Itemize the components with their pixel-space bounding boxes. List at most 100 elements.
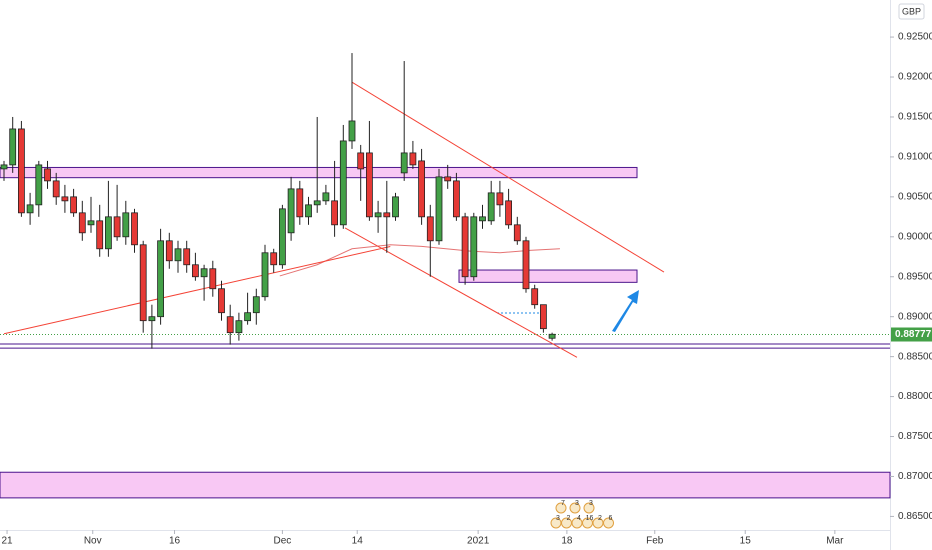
candle-body [252, 296, 260, 314]
event-count: 4 [577, 515, 581, 522]
candle-body [139, 244, 147, 322]
candle-body [278, 208, 286, 266]
x-tick-label: 2021 [467, 536, 490, 547]
event-count: 3 [589, 500, 593, 507]
candle-body [96, 220, 104, 250]
y-tick-label: 0.89500 [898, 271, 932, 282]
candle-body [505, 200, 512, 226]
candle-body [374, 212, 382, 218]
candle-body [461, 216, 469, 278]
x-tick-label: 14 [352, 536, 364, 547]
event-icon [555, 502, 567, 514]
candle-body [244, 312, 251, 322]
candle-body [174, 248, 182, 262]
trendline [3, 245, 391, 335]
y-tick-label: 0.86500 [898, 511, 932, 522]
event-icon [569, 502, 581, 514]
candle-body [87, 220, 95, 226]
candle-body [113, 216, 121, 238]
y-tick-label: 0.88500 [898, 351, 932, 362]
candle-body [131, 212, 138, 246]
candle-body [70, 196, 78, 214]
event-count: 16 [586, 515, 594, 522]
candle-body [61, 196, 69, 202]
currency-badge[interactable] [898, 3, 925, 20]
candle-body [218, 288, 225, 314]
candle-body [44, 168, 51, 182]
y-tick-label: 0.92000 [898, 72, 932, 83]
candle-body [435, 176, 443, 242]
candle-body [35, 164, 43, 206]
candle-body [409, 152, 417, 166]
candle-body [339, 140, 347, 226]
x-tick-label: 16 [169, 536, 181, 547]
candle-body [26, 204, 34, 214]
last-price-label: 0.88777 [895, 329, 932, 340]
candle-body [200, 268, 208, 278]
y-tick-label: 0.91000 [898, 152, 932, 163]
event-count: 6 [609, 515, 613, 522]
event-icon [583, 502, 595, 514]
candle-body [313, 200, 321, 206]
candle-body [0, 164, 8, 170]
event-count: 2 [598, 515, 602, 522]
candle-body [122, 212, 130, 238]
candle-body [9, 128, 17, 166]
candle-body [348, 120, 356, 142]
candle-body [287, 188, 295, 234]
x-tick-label: Dec [274, 536, 292, 547]
candle-body [452, 180, 460, 218]
candle-body [496, 192, 504, 206]
candle-body [165, 240, 173, 262]
candle-body [548, 333, 556, 339]
candle-body [400, 152, 408, 174]
x-tick-label: 21 [1, 536, 13, 547]
candle-body [470, 216, 478, 278]
candle-body [392, 196, 399, 218]
y-tick-label: 0.90000 [898, 231, 932, 242]
candle-body [209, 268, 217, 290]
currency: GBP [902, 6, 921, 16]
event-count: 2 [567, 515, 571, 522]
candle-body [148, 316, 156, 322]
x-tick-label: Nov [84, 536, 102, 547]
candle-body [331, 200, 338, 226]
event-icon [603, 517, 614, 529]
candle-body [261, 252, 269, 298]
candle-body [539, 304, 547, 330]
candle-body [418, 160, 425, 218]
y-tick-label: 0.87500 [898, 431, 932, 442]
y-tick-label: 0.88000 [898, 391, 932, 402]
candle-body [426, 216, 434, 242]
x-tick-label: Feb [646, 536, 664, 547]
candle-body [444, 176, 452, 182]
candle-body [270, 252, 278, 266]
candle-body [513, 224, 521, 242]
y-tick-label: 0.89000 [898, 311, 932, 322]
arrow-up [612, 290, 639, 332]
candle-body [183, 248, 191, 266]
candle-body [105, 216, 112, 250]
candle-body [357, 152, 365, 170]
candle-body [226, 316, 234, 334]
y-tick-label: 0.91500 [898, 112, 932, 123]
zone [458, 269, 638, 283]
candle-body [305, 204, 312, 218]
x-tick-label: Mar [826, 536, 844, 547]
candle-body [157, 240, 165, 318]
candle-body [235, 320, 243, 334]
event-count: 3 [556, 515, 560, 522]
last-price-box [891, 327, 932, 342]
x-tick-label: 18 [561, 536, 573, 547]
event-count: 3 [575, 500, 579, 507]
candle-body [383, 212, 391, 218]
y-tick-label: 0.87000 [898, 471, 932, 482]
candle-body [531, 288, 539, 306]
candle-body [52, 180, 60, 198]
candle-body [78, 212, 86, 234]
y-tick-label: 0.92500 [898, 32, 932, 43]
candle-body [18, 128, 25, 214]
zone [0, 166, 638, 179]
